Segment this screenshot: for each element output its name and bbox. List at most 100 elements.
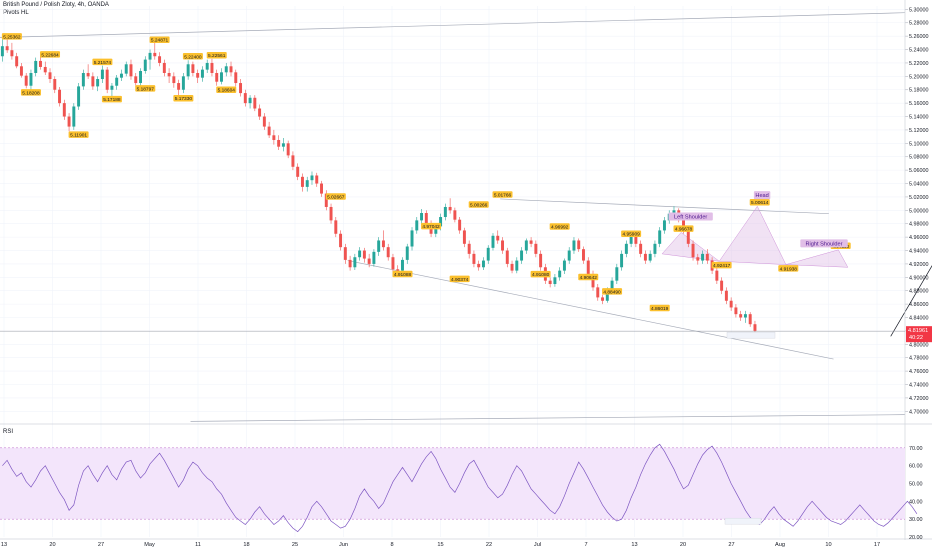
pivot-label: 4.92417 xyxy=(713,263,731,269)
candle-body xyxy=(205,62,209,70)
y-tick-label: 4.96000 xyxy=(909,235,929,241)
y-tick-label: 5.08000 xyxy=(909,155,929,161)
pivot-label: 5.00614 xyxy=(751,200,769,206)
candle-body xyxy=(300,176,304,187)
candle-body xyxy=(729,300,733,308)
candle-body xyxy=(310,175,314,181)
candle-body xyxy=(691,243,695,258)
candle-body xyxy=(715,270,719,281)
candle-body xyxy=(253,97,257,109)
pivot-box xyxy=(149,36,170,43)
candle-body xyxy=(100,69,104,80)
pivot-box xyxy=(749,198,770,206)
candle-body xyxy=(705,253,709,261)
pivot-box xyxy=(621,230,642,237)
pivot-box xyxy=(173,94,194,102)
candle-body xyxy=(67,116,71,127)
pivot-box xyxy=(216,86,237,93)
candle-body xyxy=(643,253,647,261)
x-tick-label: 20 xyxy=(49,542,55,548)
candle-body xyxy=(191,64,195,73)
candle-body xyxy=(472,253,476,264)
candle-body xyxy=(662,220,666,231)
candle-body xyxy=(158,56,162,63)
candle-body xyxy=(19,66,23,76)
x-tick-label: 17 xyxy=(874,542,880,548)
candle-body xyxy=(653,243,657,254)
candle-body xyxy=(134,76,138,84)
rsi-tick-label: 20.00 xyxy=(909,535,923,541)
pivot-labels: 5.25362 5.22684 5.18208 5.21574 5.17188 5.119… xyxy=(1,33,851,312)
candle-body xyxy=(562,260,566,271)
candle-body xyxy=(86,72,90,77)
pivot-label: 4.91088 xyxy=(394,272,412,278)
pivot-label: 5.17188 xyxy=(103,97,121,103)
y-tick-label: 4.70000 xyxy=(909,409,929,415)
candle-body xyxy=(701,253,705,261)
pivot-label: 4.90642 xyxy=(580,275,598,281)
candle-body xyxy=(153,52,157,57)
candle-body xyxy=(243,93,247,104)
pivot-box xyxy=(101,95,122,103)
candle-body xyxy=(615,267,619,281)
candle-body xyxy=(734,307,738,315)
y-tick-label: 5.18000 xyxy=(909,88,929,94)
x-tick-label: Jun xyxy=(339,542,348,548)
head-shape xyxy=(718,205,787,265)
candle-body xyxy=(296,166,300,177)
candle-body xyxy=(343,247,347,260)
y-tick-label: 4.78000 xyxy=(909,356,929,362)
candle-body xyxy=(315,175,319,184)
candle-body xyxy=(720,280,724,291)
pivot-label: 5.18797 xyxy=(137,86,155,92)
trendline xyxy=(0,12,906,38)
candle-body xyxy=(48,72,52,80)
x-tick-label: 18 xyxy=(243,542,249,548)
y-tick-label: 4.72000 xyxy=(909,396,929,402)
pivot-box xyxy=(392,270,413,278)
pivot-box xyxy=(206,51,227,59)
pivot-label: 4.96992 xyxy=(551,224,569,230)
candle-body xyxy=(658,230,662,244)
candle-body xyxy=(582,249,585,261)
candle-body xyxy=(358,250,362,258)
candle-body xyxy=(72,106,76,127)
candle-body xyxy=(291,155,295,167)
candle-body xyxy=(577,240,581,250)
candle-body xyxy=(277,139,281,147)
candle-body xyxy=(139,70,142,84)
annotation-box xyxy=(800,239,848,248)
pivot-box xyxy=(778,265,799,272)
x-tick-label: 25 xyxy=(292,542,298,548)
candle-body xyxy=(496,235,500,241)
pivot-label: 4.86019 xyxy=(651,306,669,312)
price-tag-value: 4.81961 xyxy=(908,328,928,334)
candle-body xyxy=(124,64,128,74)
projection-leg xyxy=(890,265,932,337)
candle-body xyxy=(58,89,62,104)
candle-body xyxy=(724,290,728,301)
annotation-label: Head xyxy=(755,193,768,199)
y-tick-label: 5.02000 xyxy=(909,195,929,201)
candle-body xyxy=(391,257,395,270)
y-tick-label: 5.06000 xyxy=(909,168,929,174)
pivot-box xyxy=(492,191,513,198)
trendlines xyxy=(0,12,932,422)
candle-body xyxy=(262,116,266,127)
candle-body xyxy=(339,233,343,248)
x-tick-label: 13 xyxy=(631,542,637,548)
candle-body xyxy=(353,257,357,268)
candle-body xyxy=(43,66,47,73)
candle-body xyxy=(105,69,109,90)
y-tick-label: 4.74000 xyxy=(909,383,929,389)
candle-body xyxy=(372,251,376,264)
left-shoulder-shape xyxy=(661,232,721,262)
candle-body xyxy=(491,235,495,248)
price-tag xyxy=(906,326,932,343)
pivot-label: 5.22561 xyxy=(208,53,226,59)
candle-body xyxy=(586,260,590,274)
candle-body xyxy=(639,243,643,254)
candle-body xyxy=(200,69,204,78)
